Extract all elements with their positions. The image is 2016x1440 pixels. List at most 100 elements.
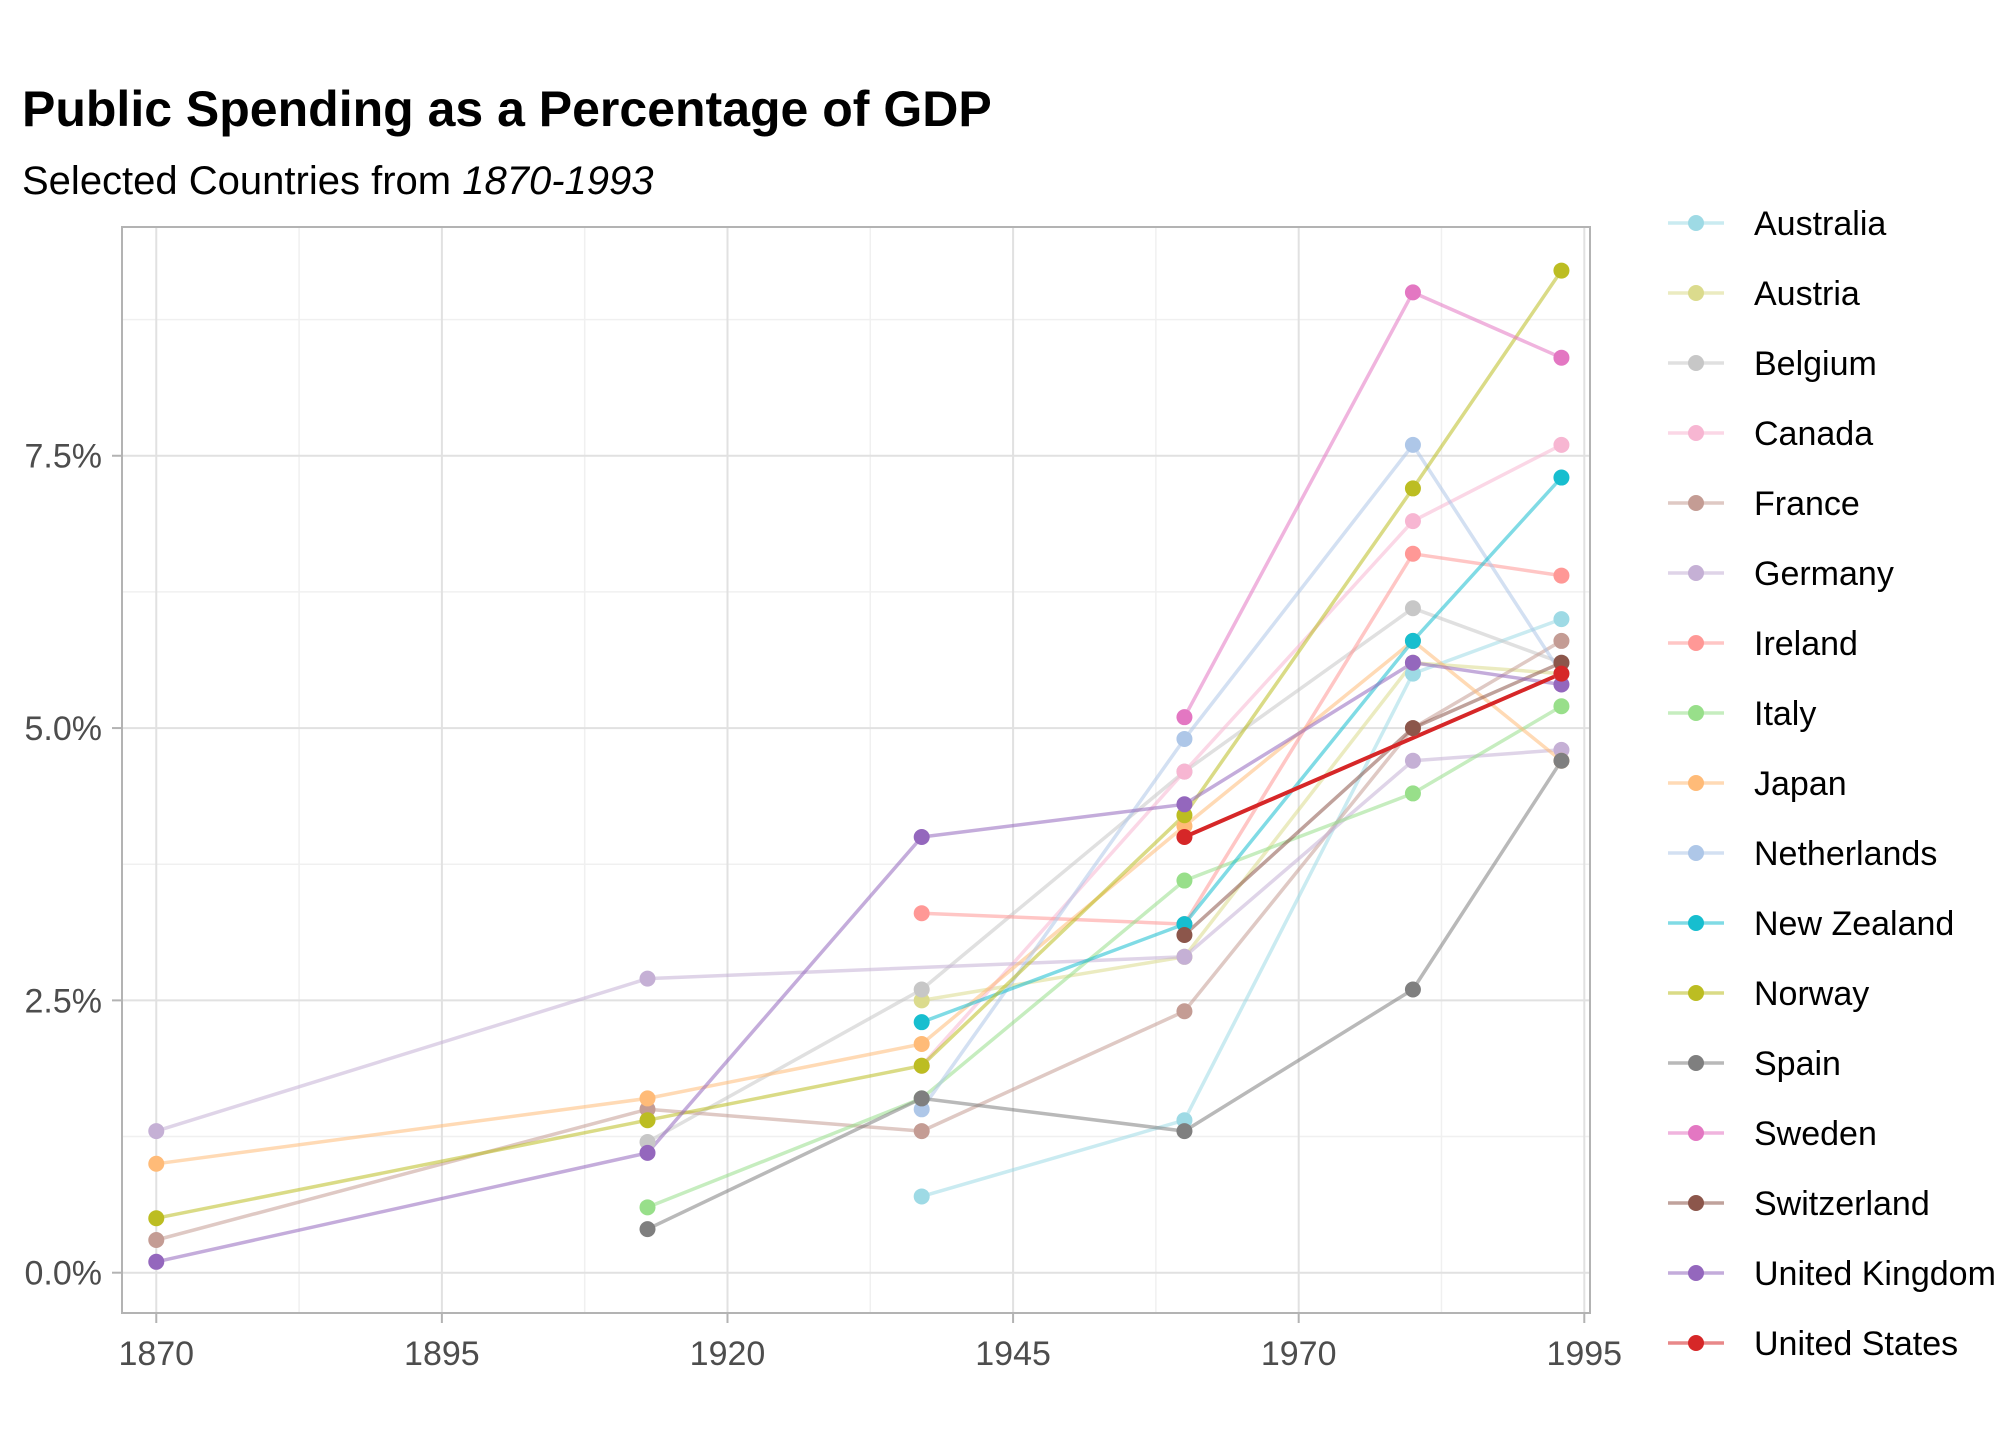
data-point-united-kingdom — [913, 828, 930, 845]
legend: Australia Austria Belgium Canada France Germa… — [1668, 205, 1996, 1363]
legend-key-spain — [1668, 1055, 1724, 1071]
legend-dot — [1688, 215, 1704, 231]
legend-dot — [1688, 425, 1704, 441]
legend-label: Italy — [1754, 695, 1816, 733]
data-point-japan — [913, 1035, 930, 1052]
data-point-sweden — [1553, 349, 1570, 366]
legend-key-germany — [1668, 565, 1724, 581]
data-point-japan — [639, 1090, 656, 1107]
legend-dot — [1688, 355, 1704, 371]
legend-dot — [1688, 1195, 1704, 1211]
x-tick-label: 1895 — [404, 1335, 480, 1373]
data-point-united-kingdom — [1176, 796, 1193, 813]
legend-dot — [1688, 285, 1704, 301]
data-point-canada — [1404, 513, 1421, 530]
legend-dot — [1688, 1055, 1704, 1071]
data-point-germany — [639, 970, 656, 987]
series-line-italy — [645, 704, 1564, 1210]
data-point-italy — [1553, 698, 1570, 715]
series-line-switzerland — [1182, 660, 1564, 937]
data-point-spain — [639, 1221, 656, 1238]
data-point-spain — [1176, 1123, 1193, 1140]
legend-label: France — [1754, 485, 1860, 523]
legend-key-canada — [1668, 425, 1724, 441]
data-point-united-kingdom — [148, 1253, 165, 1270]
legend-dot — [1688, 1125, 1704, 1141]
series-line-norway — [154, 268, 1564, 1220]
data-point-belgium — [1404, 600, 1421, 617]
data-point-germany — [148, 1123, 165, 1140]
y-tick-label: 0.0% — [25, 1255, 103, 1293]
data-point-ireland — [1553, 567, 1570, 584]
x-axis: 1870 1895 1920 1945 1970 1995 — [118, 1313, 1622, 1373]
legend-key-switzerland — [1668, 1195, 1724, 1211]
legend-dot — [1688, 845, 1704, 861]
chart-subtitle-prefix: Selected Countries from — [22, 159, 462, 203]
data-point-belgium — [913, 981, 930, 998]
minor-gridlines — [122, 227, 1590, 1313]
data-point-spain — [913, 1090, 930, 1107]
data-point-norway — [148, 1210, 165, 1227]
data-point-sweden — [1404, 284, 1421, 301]
legend-key-australia — [1668, 215, 1724, 231]
legend-key-japan — [1668, 775, 1724, 791]
data-point-spain — [1553, 752, 1570, 769]
data-point-canada — [1176, 763, 1193, 780]
data-point-australia — [913, 1188, 930, 1205]
data-point-united-states — [1176, 828, 1193, 845]
series-line-united-kingdom — [154, 660, 1564, 1264]
data-point-germany — [1176, 948, 1193, 965]
legend-dot — [1688, 915, 1704, 931]
legend-dot — [1688, 635, 1704, 651]
legend-label: Japan — [1754, 765, 1847, 803]
legend-label: Netherlands — [1754, 835, 1937, 873]
series-line-new-zealand — [919, 475, 1564, 1024]
series-line-united-states — [1182, 671, 1564, 839]
data-point-australia — [1553, 611, 1570, 628]
y-axis: 0.0% 2.5% 5.0% 7.5% — [25, 438, 122, 1293]
x-tick-label: 1995 — [1546, 1335, 1622, 1373]
data-point-united-states — [1553, 665, 1570, 682]
data-point-norway — [1553, 262, 1570, 279]
legend-key-belgium — [1668, 355, 1724, 371]
data-point-united-kingdom — [639, 1144, 656, 1161]
data-point-italy — [1404, 785, 1421, 802]
legend-label: Germany — [1754, 555, 1894, 593]
plot-panel-border — [121, 226, 1591, 1314]
data-point-ireland — [913, 905, 930, 922]
legend-key-sweden — [1668, 1125, 1724, 1141]
legend-label: United Kingdom — [1754, 1255, 1996, 1293]
data-point-ireland — [1404, 545, 1421, 562]
data-point-france — [1553, 632, 1570, 649]
legend-dot — [1688, 705, 1704, 721]
x-tick-label: 1920 — [690, 1335, 766, 1373]
data-point-spain — [1404, 981, 1421, 998]
data-point-france — [913, 1123, 930, 1140]
data-point-norway — [639, 1112, 656, 1129]
x-tick-label: 1870 — [118, 1335, 194, 1373]
legend-dot — [1688, 775, 1704, 791]
legend-dot — [1688, 1335, 1704, 1351]
legend-key-italy — [1668, 705, 1724, 721]
legend-label: United States — [1754, 1325, 1958, 1363]
legend-key-united-states — [1668, 1335, 1724, 1351]
chart-subtitle: Selected Countries from 1870-1993 — [22, 159, 654, 203]
legend-dot — [1688, 985, 1704, 1001]
major-gridlines — [122, 227, 1590, 1313]
data-point-france — [148, 1232, 165, 1249]
legend-key-united-kingdom — [1668, 1265, 1724, 1281]
legend-label: Australia — [1754, 205, 1886, 243]
legend-label: Switzerland — [1754, 1185, 1930, 1223]
series-line-austria — [919, 660, 1564, 1003]
legend-label: Sweden — [1754, 1115, 1877, 1153]
legend-key-ireland — [1668, 635, 1724, 651]
series-line-australia — [919, 617, 1564, 1199]
series-points — [148, 262, 1570, 1270]
data-point-canada — [1553, 436, 1570, 453]
legend-label: Austria — [1754, 275, 1860, 313]
series-lines — [154, 268, 1564, 1264]
y-tick-label: 5.0% — [25, 710, 103, 748]
data-point-italy — [1176, 872, 1193, 889]
x-tick-label: 1945 — [975, 1335, 1051, 1373]
